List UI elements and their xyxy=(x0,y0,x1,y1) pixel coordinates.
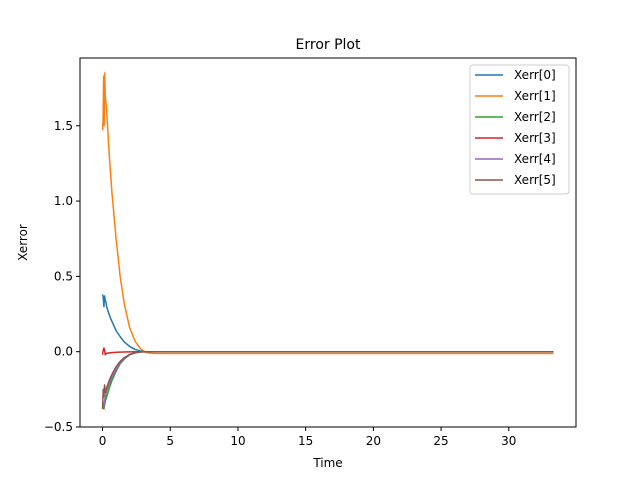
chart-title: Error Plot xyxy=(296,37,361,53)
x-axis-ticks: 0 5 10 15 20 25 30 xyxy=(99,427,516,448)
x-tick-label: 0 xyxy=(99,434,107,448)
legend-label: Xerr[2] xyxy=(514,110,556,124)
legend: Xerr[0] Xerr[1] Xerr[2] Xerr[3] Xerr[4] Xerr[… xyxy=(469,64,570,195)
legend-label: Xerr[4] xyxy=(514,152,556,166)
series-layer xyxy=(101,72,554,410)
y-tick-label: 1.5 xyxy=(54,119,73,133)
legend-label: Xerr[5] xyxy=(514,173,556,187)
x-tick-label: 10 xyxy=(230,434,245,448)
x-tick-label: 5 xyxy=(166,434,174,448)
series-line-xerr-5 xyxy=(101,350,554,409)
x-tick-label: 20 xyxy=(366,434,381,448)
y-tick-label: −0.5 xyxy=(44,420,73,434)
y-tick-label: 0.0 xyxy=(54,345,73,359)
axes-frame xyxy=(79,57,577,428)
series-line-xerr-1 xyxy=(101,72,554,355)
y-tick-label: 0.5 xyxy=(54,269,73,283)
y-axis-label: Xerror xyxy=(16,224,30,261)
y-tick-label: 1.0 xyxy=(54,194,73,208)
legend-label: Xerr[3] xyxy=(514,131,556,145)
x-tick-label: 30 xyxy=(501,434,516,448)
x-tick-label: 25 xyxy=(433,434,448,448)
legend-label: Xerr[1] xyxy=(514,89,556,103)
x-tick-label: 15 xyxy=(298,434,313,448)
legend-box xyxy=(469,64,570,195)
x-axis-label: Time xyxy=(312,456,342,470)
legend-label: Xerr[0] xyxy=(514,68,556,82)
y-axis-ticks: −0.5 0.0 0.5 1.0 1.5 xyxy=(44,119,80,434)
